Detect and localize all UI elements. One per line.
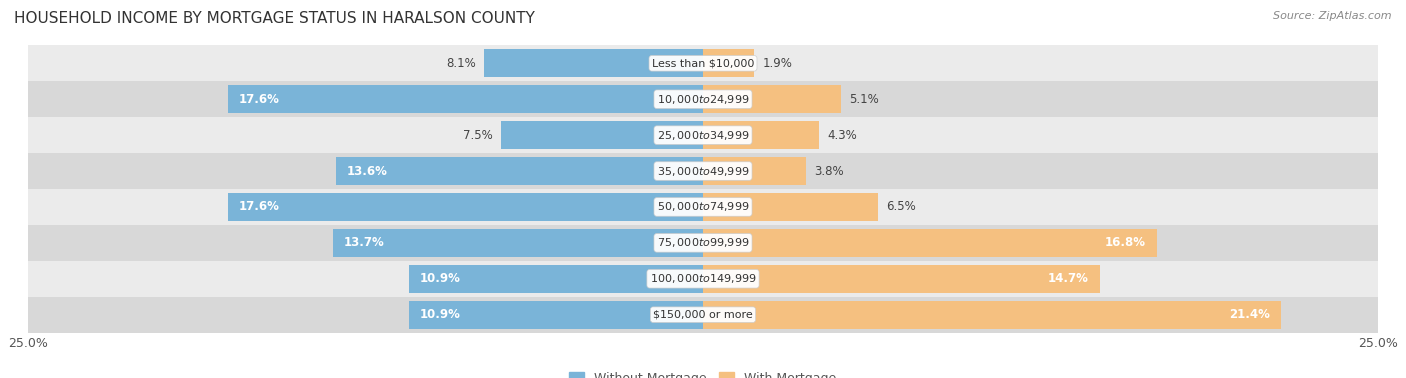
Bar: [333, 229, 703, 257]
Text: 17.6%: 17.6%: [239, 200, 280, 214]
Bar: [28, 189, 1378, 225]
Text: HOUSEHOLD INCOME BY MORTGAGE STATUS IN HARALSON COUNTY: HOUSEHOLD INCOME BY MORTGAGE STATUS IN H…: [14, 11, 534, 26]
Text: 1.9%: 1.9%: [762, 57, 792, 70]
Bar: [409, 301, 703, 329]
Bar: [228, 193, 703, 221]
Text: 16.8%: 16.8%: [1105, 236, 1146, 249]
Bar: [703, 85, 841, 113]
Bar: [484, 49, 703, 77]
Bar: [703, 157, 806, 185]
Bar: [28, 117, 1378, 153]
Bar: [501, 121, 703, 149]
Legend: Without Mortgage, With Mortgage: Without Mortgage, With Mortgage: [564, 367, 842, 378]
Text: 4.3%: 4.3%: [827, 129, 856, 142]
Text: Less than $10,000: Less than $10,000: [652, 58, 754, 68]
Text: 13.6%: 13.6%: [347, 164, 388, 178]
Bar: [28, 153, 1378, 189]
Text: 5.1%: 5.1%: [849, 93, 879, 106]
Text: $35,000 to $49,999: $35,000 to $49,999: [657, 164, 749, 178]
Bar: [228, 85, 703, 113]
Text: 8.1%: 8.1%: [447, 57, 477, 70]
Text: 17.6%: 17.6%: [239, 93, 280, 106]
Text: 10.9%: 10.9%: [419, 272, 460, 285]
Bar: [409, 265, 703, 293]
Bar: [28, 297, 1378, 333]
Bar: [28, 225, 1378, 261]
Text: 13.7%: 13.7%: [344, 236, 385, 249]
Text: $50,000 to $74,999: $50,000 to $74,999: [657, 200, 749, 214]
Bar: [336, 157, 703, 185]
Text: $75,000 to $99,999: $75,000 to $99,999: [657, 236, 749, 249]
Text: 7.5%: 7.5%: [463, 129, 492, 142]
Bar: [28, 81, 1378, 117]
Bar: [703, 265, 1099, 293]
Text: $10,000 to $24,999: $10,000 to $24,999: [657, 93, 749, 106]
Bar: [703, 229, 1157, 257]
Bar: [28, 261, 1378, 297]
Bar: [28, 45, 1378, 81]
Text: 10.9%: 10.9%: [419, 308, 460, 321]
Text: Source: ZipAtlas.com: Source: ZipAtlas.com: [1274, 11, 1392, 21]
Bar: [703, 49, 754, 77]
Text: $25,000 to $34,999: $25,000 to $34,999: [657, 129, 749, 142]
Text: 14.7%: 14.7%: [1047, 272, 1090, 285]
Text: 6.5%: 6.5%: [887, 200, 917, 214]
Text: $100,000 to $149,999: $100,000 to $149,999: [650, 272, 756, 285]
Text: $150,000 or more: $150,000 or more: [654, 310, 752, 320]
Bar: [703, 121, 820, 149]
Bar: [703, 301, 1281, 329]
Bar: [703, 193, 879, 221]
Text: 21.4%: 21.4%: [1229, 308, 1270, 321]
Text: 3.8%: 3.8%: [814, 164, 844, 178]
